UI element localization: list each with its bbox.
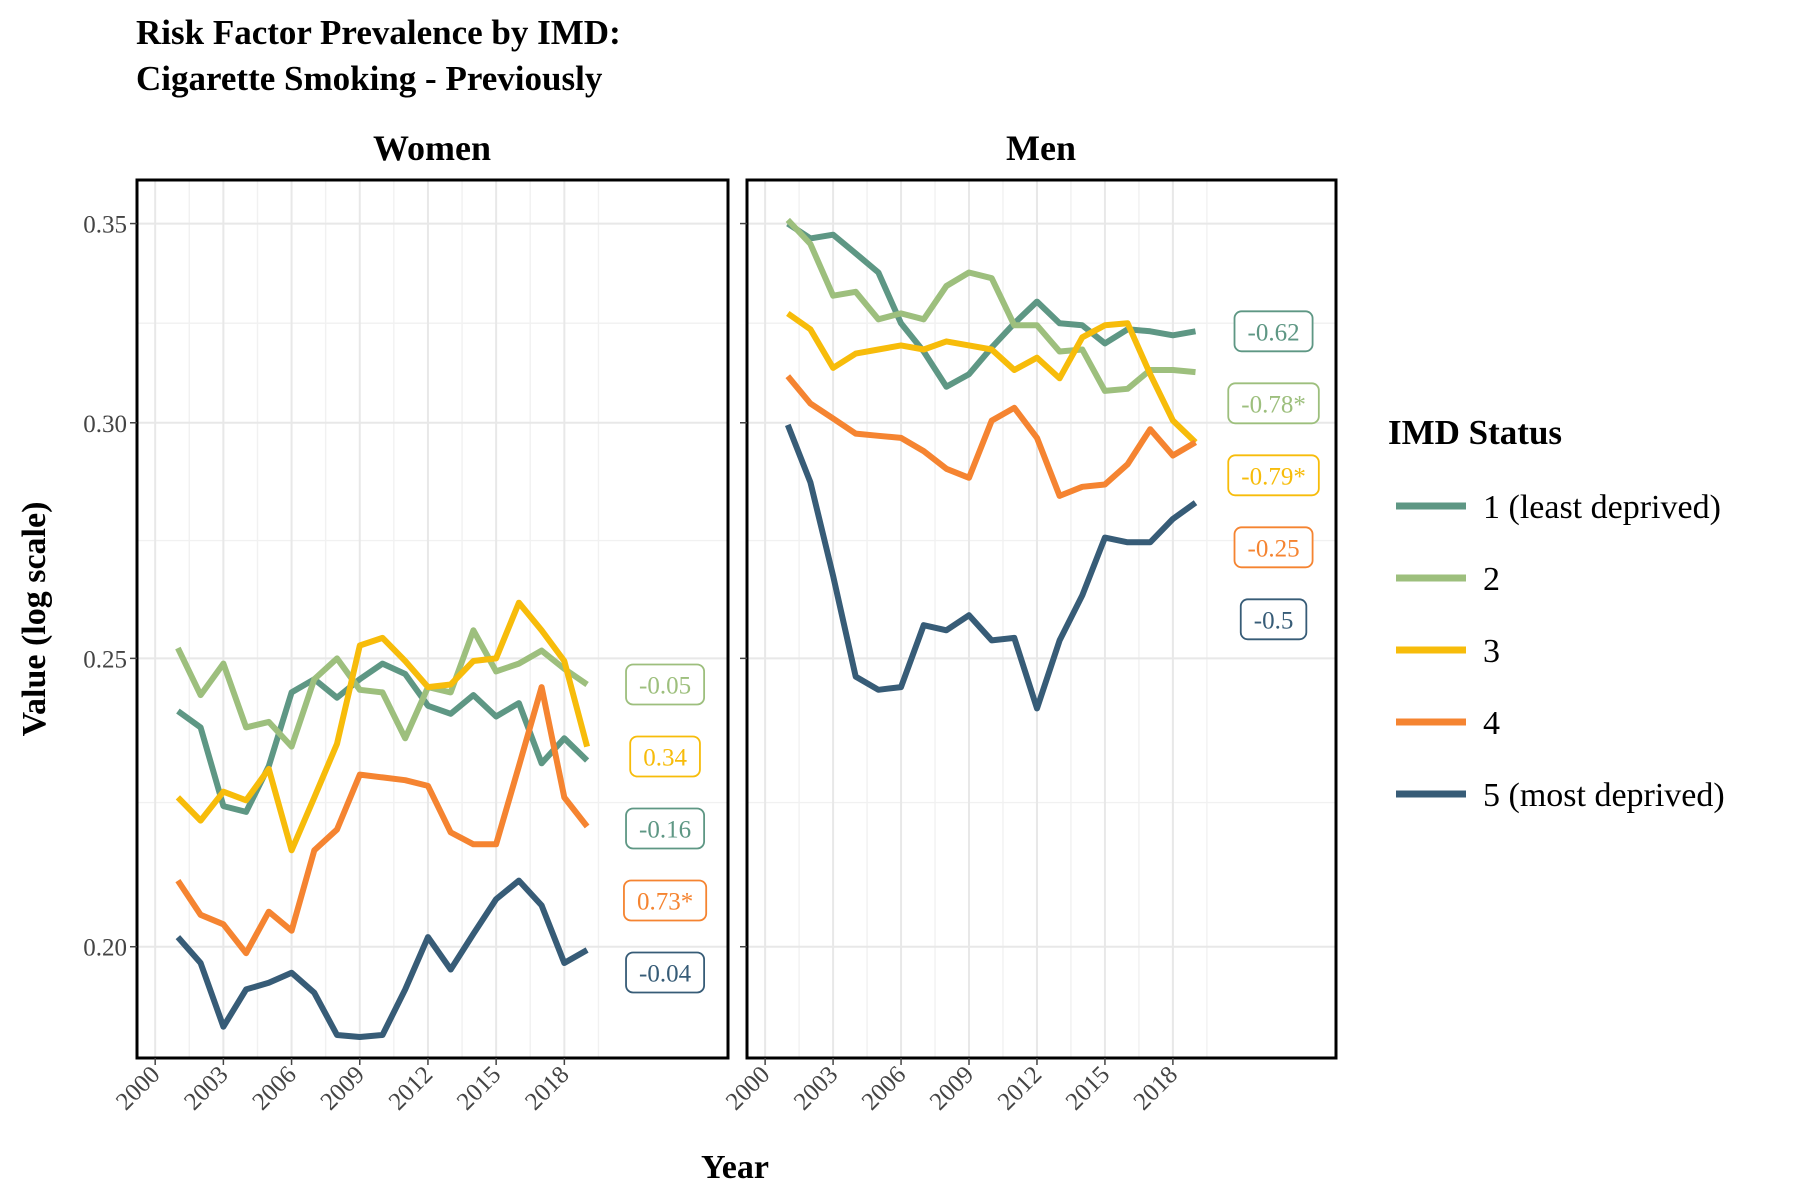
legend: IMD Status 1 (least deprived) 2 3 4 5 (most … [1388, 413, 1725, 814]
legend-entry-1: 1 (least deprived) [1396, 489, 1721, 526]
legend-label: 5 (most deprived) [1483, 777, 1725, 814]
annotation-text: 0.34 [643, 744, 687, 771]
annotation-text: -0.04 [639, 960, 692, 987]
x-tick-label: 2012 [384, 1061, 438, 1115]
annotation-label-4: 0.73* [623, 879, 708, 922]
annotation-box [625, 663, 706, 706]
x-tick-label: 2003 [179, 1061, 233, 1115]
panel-men-annotations: -0.62 -0.78* -0.79* -0.25 -0.5 [1227, 310, 1320, 641]
x-tick-label: 2015 [452, 1061, 506, 1115]
x-tick-label: 2009 [925, 1061, 979, 1115]
legend-label: 4 [1483, 705, 1500, 742]
x-tick-label: 2000 [721, 1061, 775, 1115]
y-tick-label: 0.35 [83, 212, 127, 239]
x-tick-label: 2015 [1061, 1061, 1115, 1115]
y-tick-label: 0.25 [83, 646, 127, 673]
annotation-label-1: -0.16 [625, 807, 706, 850]
panel-men: Men -0.62-0.78*-0.79*-0.25-0.5 2000 2003 2… [721, 128, 1338, 1116]
annotation-label-2: -0.78* [1227, 382, 1320, 425]
annotation-text: -0.78* [1241, 391, 1306, 418]
series-line-3 [175, 599, 590, 854]
y-axis-ticks: 0.20 0.25 0.30 0.35 [83, 212, 747, 962]
panel-women-lines [175, 599, 590, 1040]
chart-title-line-2: Cigarette Smoking - Previously [136, 59, 603, 98]
x-tick-label: 2006 [247, 1061, 301, 1115]
series-line-1 [176, 660, 590, 815]
annotation-text: 0.73* [637, 888, 693, 915]
x-tick-label: 2003 [789, 1061, 843, 1115]
series-line-5 [785, 423, 1198, 712]
series-line-4 [785, 374, 1198, 499]
x-tick-label: 2018 [520, 1061, 574, 1115]
series-line-2 [785, 217, 1196, 394]
series-line-3 [786, 310, 1198, 445]
legend-entry-5: 5 (most deprived) [1396, 777, 1725, 814]
x-tick-label: 2000 [111, 1061, 165, 1115]
annotation-box [629, 735, 701, 778]
legend-label: 1 (least deprived) [1483, 489, 1721, 526]
legend-title: IMD Status [1388, 413, 1562, 452]
x-tick-label: 2006 [857, 1061, 911, 1115]
y-tick-label: 0.30 [83, 411, 127, 438]
panel-men-lines [785, 217, 1198, 712]
annotation-label-3: 0.34 [629, 735, 701, 778]
y-tick-label: 0.20 [83, 935, 127, 962]
legend-label: 2 [1483, 561, 1500, 598]
annotation-text: -0.05 [639, 672, 691, 699]
panel-men-title: Men [1006, 128, 1076, 168]
panel-women-annotations: -0.05 0.34 -0.16 0.73* -0.04 [623, 663, 708, 994]
panel-women-border [135, 178, 730, 1060]
annotation-label-2: -0.05 [625, 663, 706, 706]
annotation-label-5: -0.04 [625, 951, 706, 994]
annotation-label-3: -0.79* [1227, 454, 1320, 497]
annotation-box [1227, 382, 1320, 425]
panel-women-x-ticks: 2000 2003 2006 2009 2012 2015 2018 [111, 1058, 575, 1116]
x-tick-label: 2018 [1129, 1061, 1183, 1115]
x-tick-label: 2012 [993, 1061, 1047, 1115]
annotation-text: -0.16 [639, 816, 691, 843]
series-line-5 [175, 877, 589, 1040]
annotation-text: -0.5 [1254, 607, 1294, 634]
legend-entry-3: 3 [1396, 633, 1500, 670]
annotation-text: -0.62 [1248, 319, 1300, 346]
annotation-label-4: -0.25 [1233, 526, 1314, 569]
legend-entry-4: 4 [1396, 705, 1500, 742]
annotation-label-5: -0.5 [1239, 598, 1308, 641]
x-tick-label: 2009 [316, 1061, 370, 1115]
annotation-text: -0.25 [1248, 535, 1300, 562]
panel-men-x-ticks: 2000 2003 2006 2009 2012 2015 2018 [721, 1058, 1183, 1116]
y-axis-title: Value (log scale) [16, 502, 53, 737]
annotation-box [1233, 310, 1314, 353]
chart-title-line-1: Risk Factor Prevalence by IMD: [136, 13, 621, 52]
annotation-box [623, 879, 708, 922]
legend-entry-2: 2 [1396, 561, 1500, 598]
panel-women: Women -0.050.34-0.160.73*-0.04 2000 2003 2… [111, 128, 730, 1116]
panel-women-grid [137, 180, 728, 1058]
annotation-box [1239, 598, 1308, 641]
series-line-2 [175, 627, 589, 750]
x-axis-title: Year [701, 1149, 769, 1186]
panel-women-title: Women [373, 128, 491, 168]
annotation-box [625, 807, 706, 850]
series-line-1 [786, 221, 1197, 390]
annotation-box [1233, 526, 1314, 569]
annotation-box [625, 951, 706, 994]
annotation-label-1: -0.62 [1233, 310, 1314, 353]
series-line-4 [175, 684, 590, 957]
panel-men-border [745, 178, 1338, 1060]
annotation-box [1227, 454, 1320, 497]
annotation-text: -0.79* [1241, 463, 1306, 490]
legend-label: 3 [1483, 633, 1500, 670]
